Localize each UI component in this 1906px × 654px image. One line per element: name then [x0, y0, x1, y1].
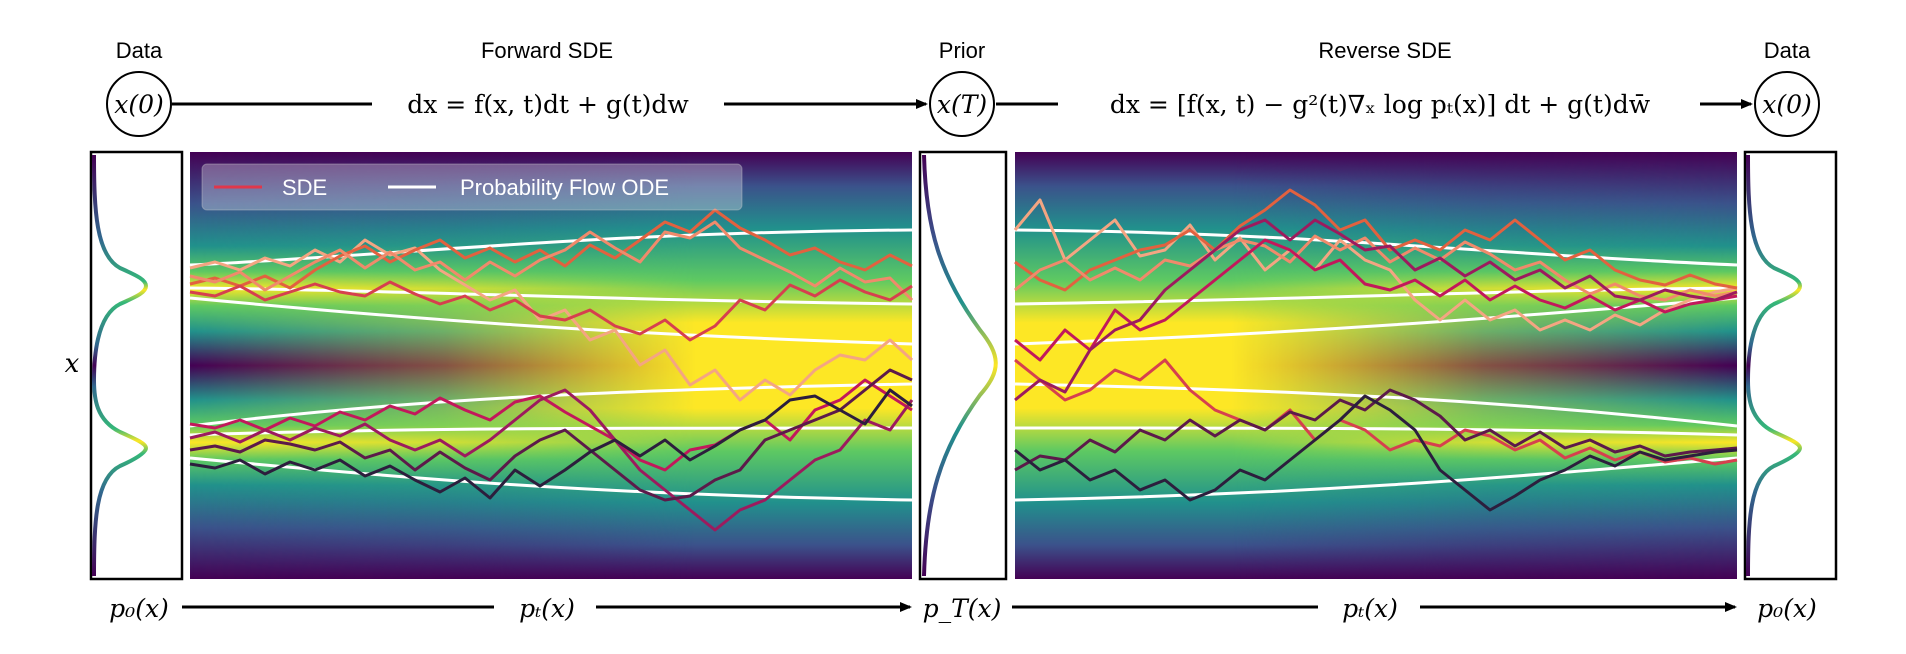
ode-line	[1014, 296, 1738, 346]
density-panel-right	[1743, 150, 1838, 581]
node-x0-left-label: x(0)	[114, 90, 164, 119]
ode-line	[1014, 456, 1738, 502]
ode-line	[1014, 286, 1738, 306]
sde-path	[189, 388, 913, 500]
label-pT: p_T(x)	[923, 594, 1002, 623]
reverse-sde-equation: dx = [f(x, t) − g²(t)∇ₓ log pₜ(x)] dt + …	[1110, 90, 1651, 119]
ode-line	[189, 296, 913, 346]
label-p0-right: p₀(x)	[1757, 594, 1817, 623]
forward-heatmap	[190, 152, 912, 579]
sde-path	[189, 208, 913, 290]
ode-line	[1014, 426, 1738, 437]
node-x0-left: x(0)	[106, 71, 172, 137]
ode-line	[189, 286, 913, 306]
header-reverse-sde: Reverse SDE	[1318, 38, 1451, 63]
sde-path	[1014, 238, 1738, 362]
sde-path	[1014, 394, 1738, 512]
y-axis-label: x	[65, 349, 80, 379]
forward-sde-equation: dx = f(x, t)dt + g(t)dw	[407, 90, 689, 119]
header-data-right: Data	[1764, 38, 1811, 63]
ode-line	[189, 382, 913, 428]
sde-path	[1014, 188, 1738, 292]
sde-path	[189, 238, 914, 402]
sde-path	[189, 220, 914, 302]
ode-line	[1014, 228, 1738, 267]
density-curve-right	[1745, 154, 1803, 577]
sde-path	[1014, 388, 1738, 472]
sde-path	[1013, 198, 1738, 332]
sde-paths-forward	[189, 208, 914, 532]
sde-path	[189, 378, 913, 472]
label-pt-right: pₜ(x)	[1342, 594, 1398, 623]
prior-panel	[918, 150, 1008, 581]
node-xT-label: x(T)	[937, 90, 987, 119]
sde-path	[189, 278, 913, 342]
ode-line	[189, 228, 913, 267]
ode-line	[189, 426, 913, 437]
sde-path	[1014, 234, 1738, 302]
density-curve-left	[91, 154, 149, 577]
header-forward-sde: Forward SDE	[481, 38, 613, 63]
sde-paths-reverse	[1013, 188, 1738, 512]
reverse-heatmap	[1015, 152, 1737, 579]
node-x0-right-label: x(0)	[1762, 90, 1812, 119]
sde-path	[1014, 218, 1738, 402]
ode-lines-reverse	[1014, 228, 1738, 502]
sde-path	[1014, 358, 1738, 466]
sde-path	[189, 388, 914, 532]
node-x0-right: x(0)	[1754, 71, 1820, 137]
sde-path	[189, 368, 913, 502]
header-data-left: Data	[116, 38, 163, 63]
node-xT: x(T)	[929, 71, 995, 137]
prior-density-curve	[922, 154, 998, 577]
legend-ode-label: Probability Flow ODE	[460, 175, 669, 200]
header-prior: Prior	[939, 38, 985, 63]
ode-line	[1014, 382, 1738, 428]
density-panel-left	[89, 150, 184, 581]
label-pt-left: pₜ(x)	[519, 594, 575, 623]
legend: SDE Probability Flow ODE	[201, 163, 743, 211]
legend-sde-label: SDE	[282, 175, 327, 200]
label-p0-left: p₀(x)	[109, 594, 169, 623]
